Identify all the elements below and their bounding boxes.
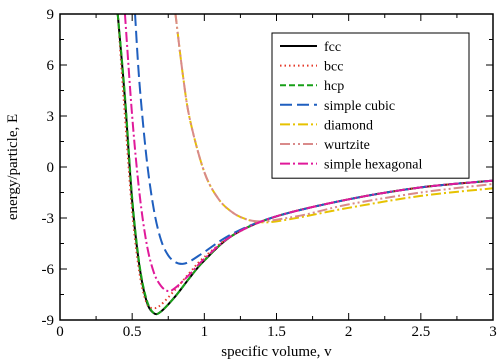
- x-axis-label: specific volume, v: [221, 344, 332, 360]
- x-tick-label: 2.5: [411, 324, 430, 340]
- y-tick-label: -6: [42, 262, 55, 278]
- ticks-layer: 0 0.5 1 1.5 2 2.5 3 -9 -6 -3 0 3 6 9: [42, 7, 497, 340]
- legend-label-wurtzite: wurtzite: [324, 138, 370, 153]
- x-tick-label: 0: [56, 324, 64, 340]
- y-axis-label: energy/particle, E: [5, 114, 21, 220]
- legend-label-diamond: diamond: [324, 118, 373, 133]
- x-tick-label: 2: [345, 324, 353, 340]
- legend-label-fcc: fcc: [324, 40, 341, 55]
- legend-label-bcc: bcc: [324, 60, 343, 75]
- y-tick-label: 3: [47, 109, 55, 125]
- series-line-bcc: [116, 14, 493, 310]
- series-line-simple-hexagonal: [123, 14, 493, 293]
- legend-label-simple-cubic: simple cubic: [324, 99, 395, 114]
- x-tick-label: 1: [201, 324, 209, 340]
- x-tick-label: 0.5: [123, 324, 142, 340]
- y-tick-label: -3: [42, 211, 55, 227]
- x-tick-label: 3: [489, 324, 497, 340]
- y-tick-label: 6: [47, 58, 55, 74]
- series-layer: [116, 14, 493, 316]
- x-tick-label: 1.5: [267, 324, 286, 340]
- legend-label-simple-hexagonal: simple hexagonal: [324, 158, 422, 173]
- y-tick-label: 0: [47, 160, 55, 176]
- series-line-wurtzite: [174, 14, 493, 223]
- legend: fcc bcc hcp simple cubic diamond wurtzite simp…: [271, 32, 470, 179]
- y-tick-label: 9: [47, 7, 55, 23]
- legend-label-hcp: hcp: [324, 79, 344, 94]
- y-tick-label: -9: [42, 313, 55, 329]
